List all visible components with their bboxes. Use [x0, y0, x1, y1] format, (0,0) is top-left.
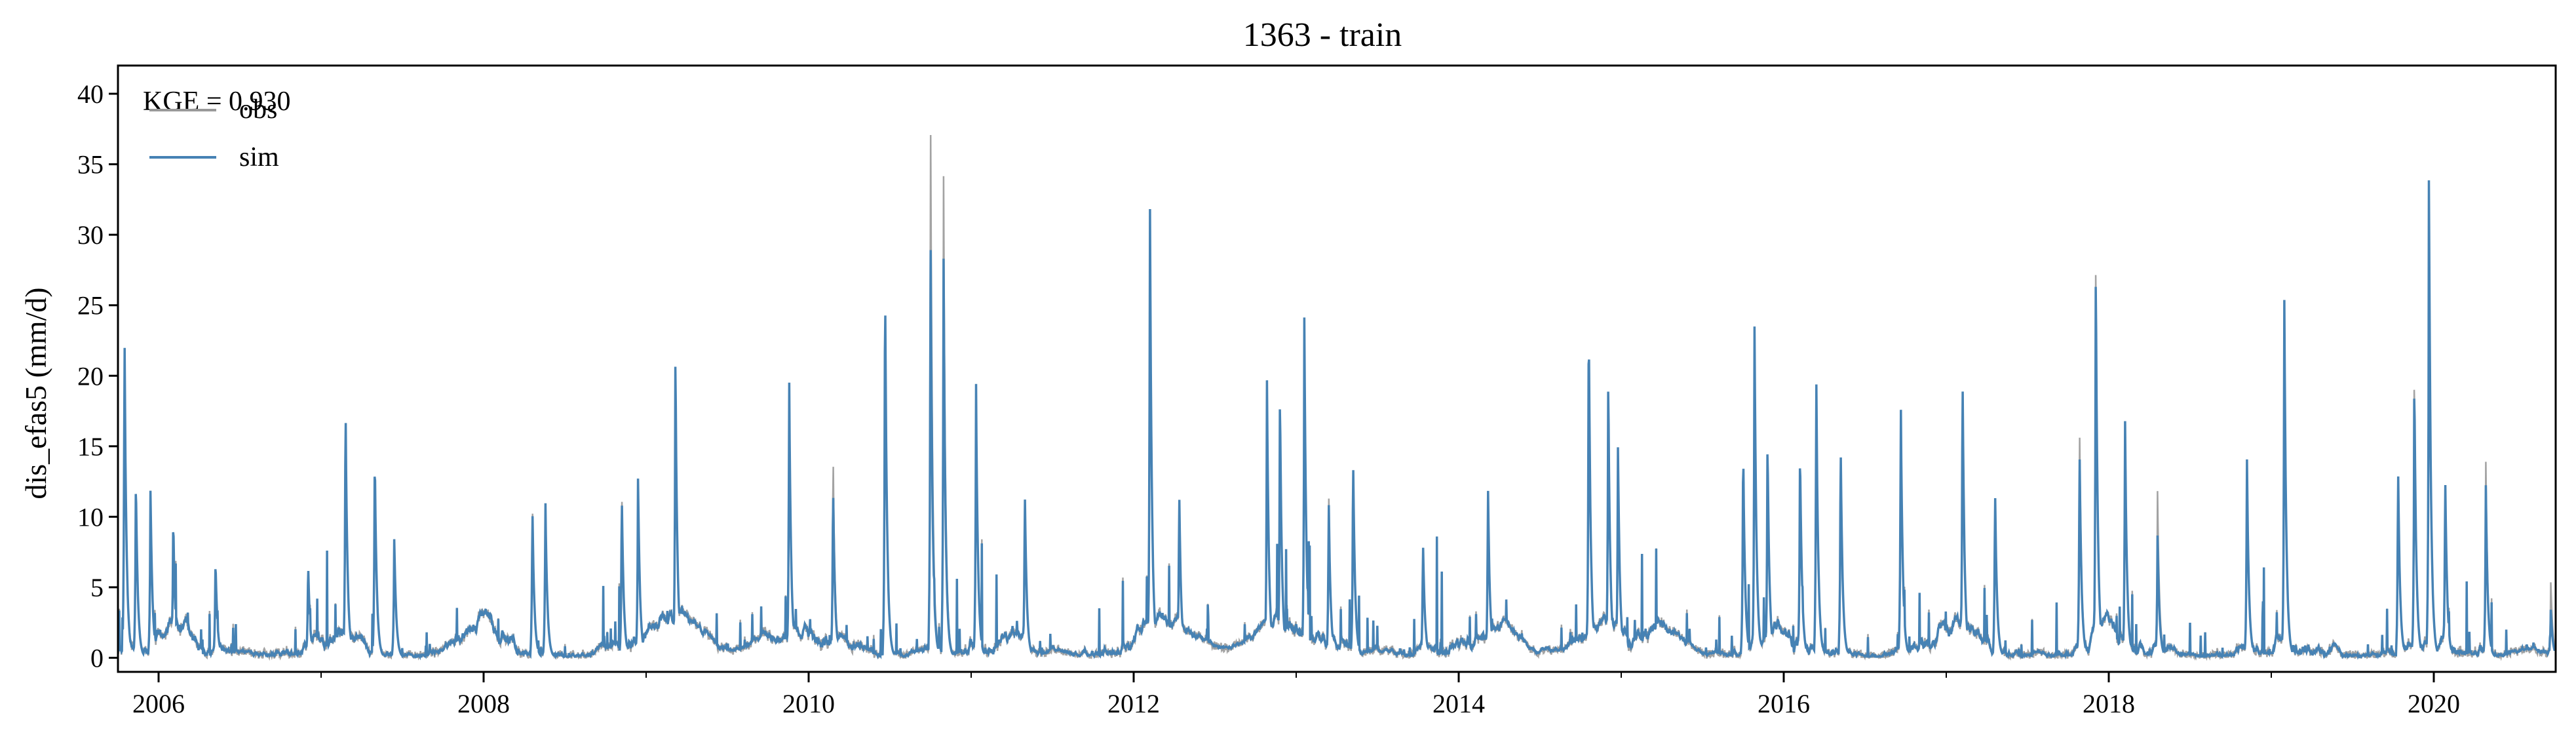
x-tick-label: 2008: [457, 689, 510, 718]
x-tick-label: 2010: [782, 689, 835, 718]
series-obs-line: [117, 134, 2557, 661]
x-tick-label: 2020: [2408, 689, 2460, 718]
y-tick-label: 20: [77, 361, 104, 391]
legend-sim-label: sim: [239, 142, 279, 172]
y-tick-label: 5: [90, 573, 104, 602]
x-tick-label: 2012: [1107, 689, 1160, 718]
y-tick-label: 10: [77, 502, 104, 532]
x-tick-label: 2018: [2083, 689, 2135, 718]
annotation: KGE = 0.930: [143, 87, 291, 117]
series-sim-line: [117, 180, 2556, 661]
y-tick-label: 15: [77, 432, 104, 461]
y-tick-label: 35: [77, 150, 104, 180]
y-tick-label: 25: [77, 291, 104, 321]
legend: obs sim: [149, 94, 279, 172]
y-tick-label: 30: [77, 220, 104, 250]
x-tick-label: 2016: [1758, 689, 1810, 718]
legend-obs-label: obs: [239, 94, 277, 125]
y-tick-label: 40: [77, 79, 104, 109]
chart-title: 1363 - train: [1243, 16, 1402, 54]
x-tick-label: 2014: [1432, 689, 1485, 718]
y-tick-label: 0: [90, 643, 104, 673]
plot-area: [117, 134, 2557, 661]
y-axis-label: dis_efas5 (mm/d): [19, 287, 52, 499]
plot-frame: [117, 64, 2557, 673]
x-tick-label: 2006: [132, 689, 185, 718]
kge-annotation: KGE = 0.930: [143, 87, 291, 117]
